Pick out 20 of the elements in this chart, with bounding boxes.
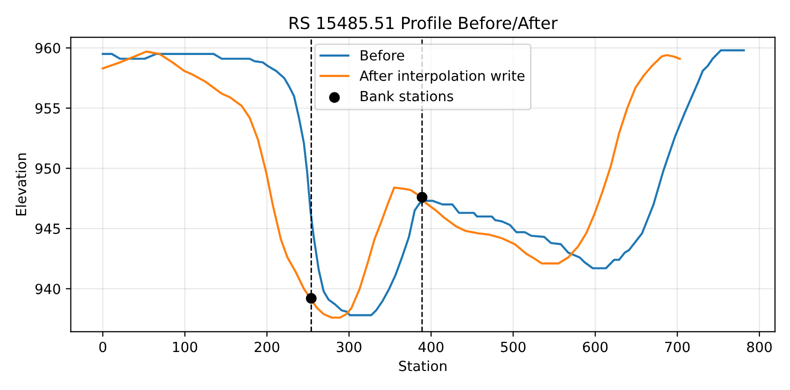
y-tick-label: 960 [35, 42, 60, 54]
y-tick-label: 940 [35, 284, 60, 294]
y-tick-label: 950 [35, 163, 60, 174]
chart-title: RS 15485.51 Profile Before/After [290, 16, 558, 31]
legend-label: Before [360, 50, 404, 61]
x-tick-label: 600 [582, 342, 608, 352]
y-tick-label: 945 [35, 224, 60, 234]
x-tick-label: 200 [254, 342, 280, 352]
x-tick-label: 700 [665, 342, 690, 352]
x-tick-label: 800 [747, 342, 772, 352]
x-tick-label: 500 [500, 342, 526, 352]
legend-label: After interpolation write [360, 70, 524, 84]
x-tick-label: 300 [336, 342, 362, 352]
x-tick-label: 0 [99, 342, 106, 352]
x-tick-label: 100 [173, 342, 198, 352]
x-axis-title: Station [399, 360, 446, 372]
y-tick-label: 955 [35, 103, 60, 114]
legend-label: Bank stations [360, 90, 454, 102]
y-axis-title: Elevation [16, 153, 26, 216]
x-tick-label: 400 [418, 342, 444, 352]
